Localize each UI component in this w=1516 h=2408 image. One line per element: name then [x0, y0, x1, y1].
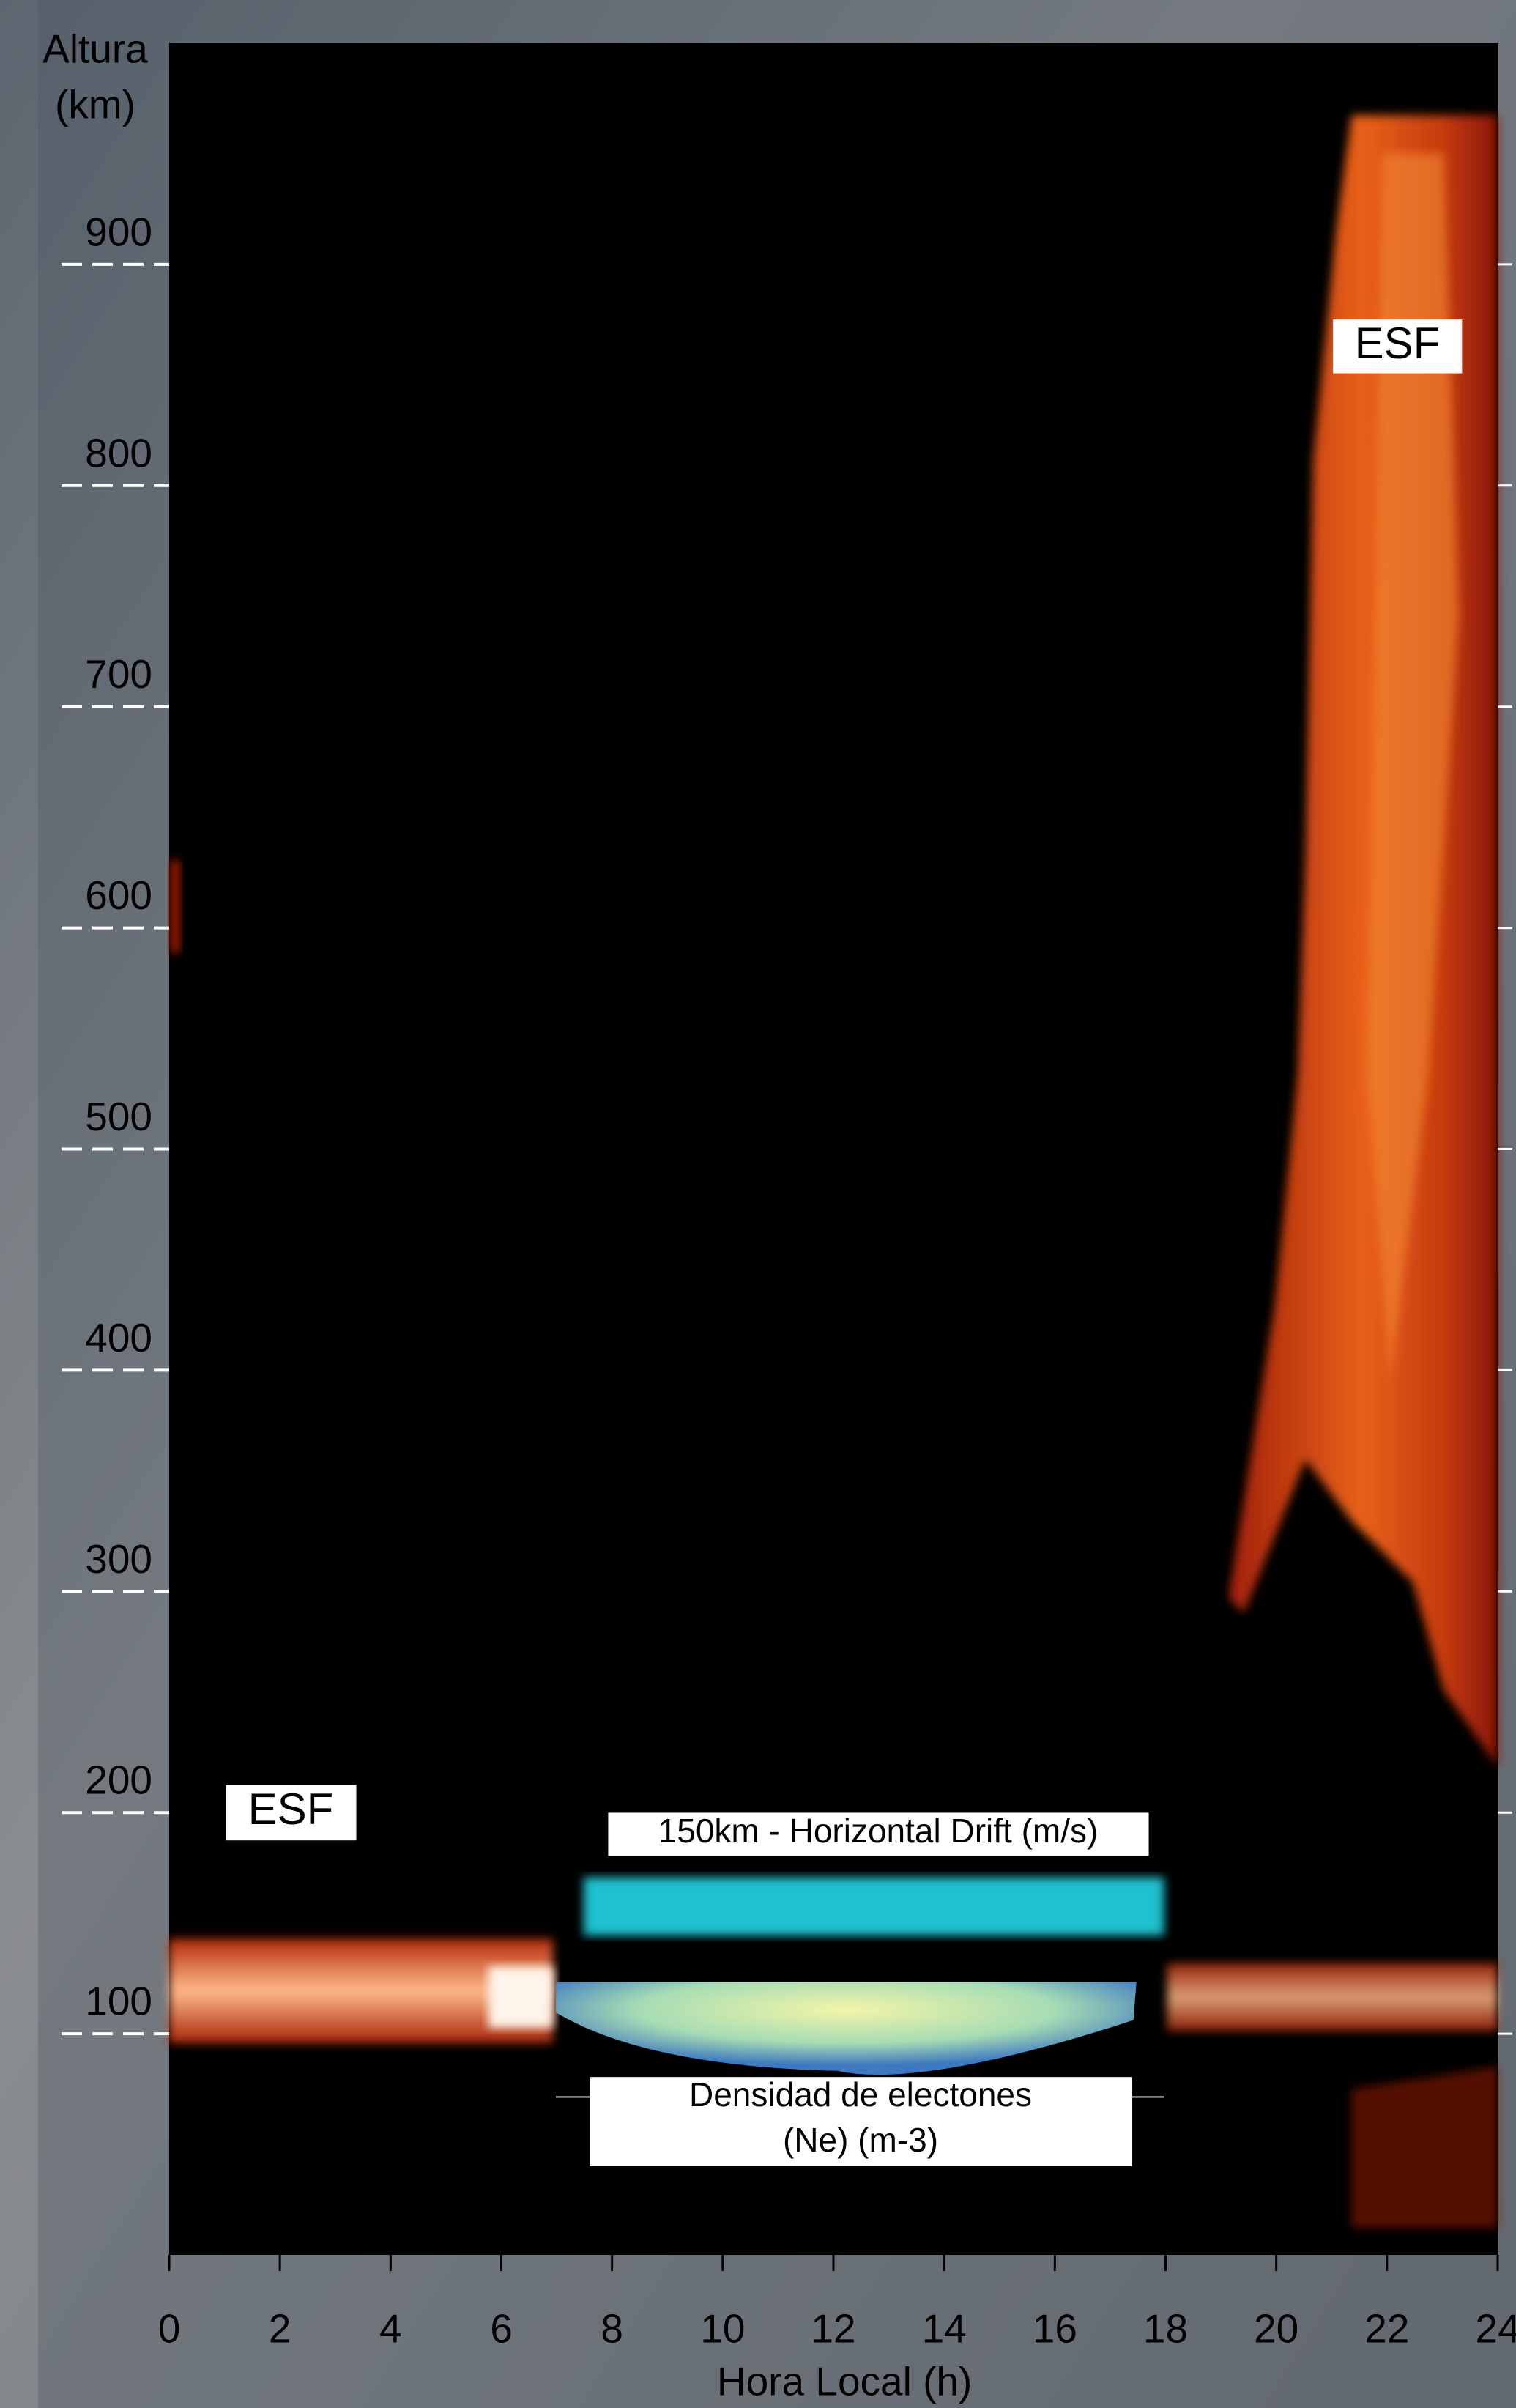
x-tick-label: 14 [922, 2306, 967, 2352]
x-tick-label: 10 [700, 2306, 745, 2352]
y-axis-label: Altura [42, 26, 148, 72]
y-tick-label: 700 [85, 651, 152, 697]
y-tick-label: 500 [85, 1094, 152, 1139]
x-tick-label: 2 [269, 2306, 291, 2352]
lower-echo [1351, 2066, 1497, 2227]
x-tick-label: 0 [158, 2306, 181, 2352]
echo-spot [169, 860, 182, 952]
annotation: ESF [248, 1785, 334, 1834]
x-tick-label: 18 [1143, 2306, 1188, 2352]
annotation: 150km - Horizontal Drift (m/s) [658, 1812, 1099, 1850]
y-tick-label: 800 [85, 430, 152, 475]
x-tick-label: 22 [1364, 2306, 1409, 2352]
y-tick-label: 600 [85, 873, 152, 918]
x-tick-label: 6 [490, 2306, 513, 2352]
y-tick-label: 400 [85, 1315, 152, 1360]
y-axis-label: (km) [55, 82, 135, 127]
e-region-peak [488, 1966, 553, 2028]
x-axis-label: Hora Local (h) [717, 2359, 972, 2404]
x-tick-label: 12 [811, 2306, 855, 2352]
x-tick-label: 16 [1033, 2306, 1077, 2352]
y-tick-label: 900 [85, 209, 152, 254]
x-tick-label: 24 [1475, 2306, 1516, 2352]
y-tick-label: 200 [85, 1757, 152, 1803]
e-region [1167, 1963, 1498, 2031]
y-tick-label: 300 [85, 1536, 152, 1582]
y-tick-label: 100 [85, 1979, 152, 2024]
x-tick-label: 4 [379, 2306, 402, 2352]
chart: 1002003004005006007008009000246810121416… [0, 0, 1516, 2408]
drift [584, 1878, 1164, 1936]
x-tick-label: 20 [1254, 2306, 1298, 2352]
density-label: Densidad de electones [689, 2075, 1032, 2114]
density-label: (Ne) (m-3) [783, 2121, 938, 2159]
x-tick-label: 8 [601, 2306, 623, 2352]
annotation: ESF [1355, 319, 1441, 368]
